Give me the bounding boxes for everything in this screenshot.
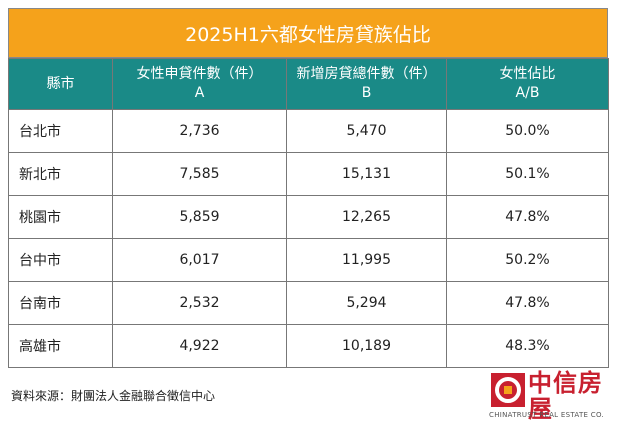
value-cell: 2,532	[112, 281, 287, 325]
value-cell: 10,189	[286, 324, 447, 368]
header-line: 縣市	[46, 75, 75, 92]
table-row: 台北市 2,736 5,470 50.0%	[8, 109, 609, 153]
header-line: A	[194, 85, 205, 101]
header-cell: 女性佔比 A/B	[446, 58, 609, 110]
value-cell: 11,995	[286, 238, 447, 282]
header-line: 新增房貸總件數（件）	[296, 66, 437, 82]
value-cell: 6,017	[112, 238, 287, 282]
value-cell: 5,470	[286, 109, 447, 153]
value-cell: 50.2%	[446, 238, 609, 282]
source-note: 資料來源：財團法人金融聯合徵信中心	[11, 389, 216, 403]
logo-tagline: CHINATRUST REAL ESTATE CO.	[489, 411, 605, 419]
value-cell: 50.0%	[446, 109, 609, 153]
value-cell: 50.1%	[446, 152, 609, 196]
header-line: 女性申貸件數（件）	[136, 66, 263, 82]
value-cell: 12,265	[286, 195, 447, 239]
value-cell: 47.8%	[446, 281, 609, 325]
value-cell: 48.3%	[446, 324, 609, 368]
table-row: 新北市 7,585 15,131 50.1%	[8, 152, 609, 196]
logo-icon	[491, 373, 525, 407]
city-cell: 新北市	[8, 152, 113, 196]
value-cell: 5,294	[286, 281, 447, 325]
logo-center	[504, 386, 512, 394]
value-cell: 2,736	[112, 109, 287, 153]
logo-ring	[495, 377, 521, 403]
table-row: 台南市 2,532 5,294 47.8%	[8, 281, 609, 325]
city-cell: 台中市	[8, 238, 113, 282]
header-line: A/B	[515, 85, 540, 101]
value-cell: 7,585	[112, 152, 287, 196]
header-line: 女性佔比	[499, 66, 556, 82]
value-cell: 4,922	[112, 324, 287, 368]
header-cell: 新增房貸總件數（件） B	[286, 58, 447, 110]
city-cell: 高雄市	[8, 324, 113, 368]
table-row: 高雄市 4,922 10,189 48.3%	[8, 324, 609, 368]
city-cell: 台北市	[8, 109, 113, 153]
value-cell: 47.8%	[446, 195, 609, 239]
city-cell: 台南市	[8, 281, 113, 325]
title: 2025H1六都女性房貸族佔比	[8, 8, 608, 58]
header-cell: 縣市	[8, 58, 113, 110]
logo-name: 中信房屋	[528, 369, 603, 423]
city-cell: 桃園市	[8, 195, 113, 239]
header-line: B	[361, 85, 372, 101]
header-row: 縣市 女性申貸件數（件） A 新增房貸總件數（件） B 女性佔比 A/B	[8, 58, 609, 110]
value-cell: 5,859	[112, 195, 287, 239]
value-cell: 15,131	[286, 152, 447, 196]
header-cell: 女性申貸件數（件） A	[112, 58, 287, 110]
table-row: 桃園市 5,859 12,265 47.8%	[8, 195, 609, 239]
data-table: 縣市 女性申貸件數（件） A 新增房貸總件數（件） B 女性佔比 A/B 台北市 2,736 5…	[8, 58, 609, 368]
table-row: 台中市 6,017 11,995 50.2%	[8, 238, 609, 282]
